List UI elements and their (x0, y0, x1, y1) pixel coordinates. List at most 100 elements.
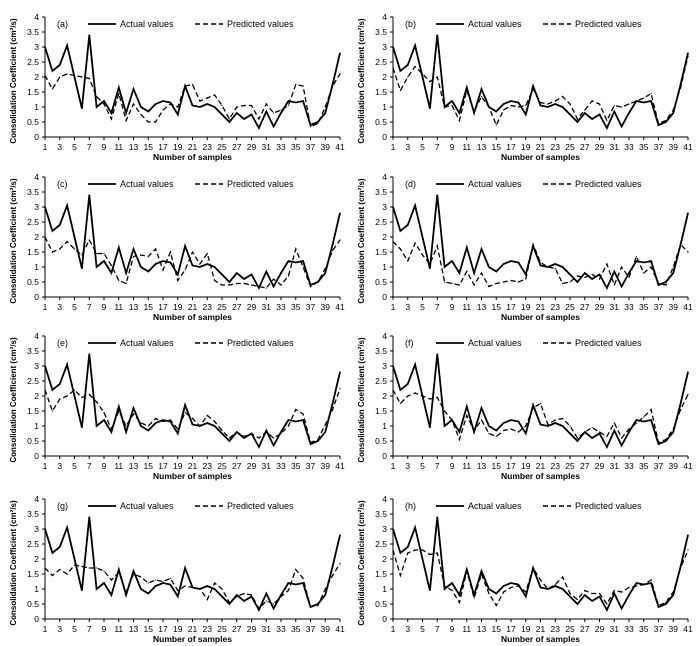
predicted-point (236, 431, 238, 433)
x-tick-label: 21 (536, 142, 546, 152)
actual-point (562, 106, 564, 108)
chart-panel: 00.511.522.533.541 3 5 7 9 11 13 15 17 19 21 23 25 27… (357, 494, 693, 644)
actual-values-line (392, 194, 689, 291)
actual-point (495, 592, 497, 595)
x-tick-label: 3 (405, 302, 410, 312)
x-tick-label: 7 (435, 624, 440, 634)
predicted-point (155, 579, 157, 581)
predicted-point (184, 411, 186, 414)
predicted-point (199, 588, 201, 590)
actual-point (332, 402, 334, 405)
actual-point (125, 272, 127, 274)
actual-point (591, 600, 593, 602)
actual-point (96, 266, 98, 268)
predicted-point (221, 588, 223, 590)
actual-point (687, 212, 689, 214)
x-tick-label: 13 (129, 624, 139, 634)
predicted-point (206, 598, 208, 601)
y-tick-label: 4 (382, 172, 387, 182)
actual-point (392, 46, 394, 48)
x-tick-label: 1 (391, 142, 396, 152)
x-tick-label: 11 (114, 302, 123, 312)
actual-point (569, 113, 571, 116)
y-tick-label: 3.5 (27, 187, 39, 197)
x-tick-label: 39 (321, 142, 331, 152)
predicted-point (517, 106, 519, 108)
x-tick-label: 29 (247, 461, 257, 471)
actual-point (243, 437, 245, 439)
actual-point (466, 405, 468, 408)
y-tick-label: 1 (382, 262, 387, 272)
y-axis-label: Consolidation Coefficient (cm²/s) (357, 18, 366, 144)
actual-point (407, 64, 409, 66)
predicted-point (458, 119, 460, 122)
y-tick-label: 2.5 (375, 217, 387, 227)
actual-values-line (44, 516, 341, 613)
actual-point (488, 425, 490, 427)
predicted-point (628, 428, 630, 430)
predicted-point (177, 106, 179, 108)
x-tick-label: 35 (639, 142, 649, 152)
actual-point (584, 594, 586, 596)
legend-label: Actual values (120, 179, 174, 189)
actual-point (132, 88, 135, 90)
actual-point (51, 389, 53, 391)
actual-point (532, 85, 534, 87)
x-tick-label: 3 (405, 142, 410, 152)
x-tick-label: 23 (203, 461, 213, 471)
predicted-point (258, 437, 260, 439)
y-tick-label: 0 (34, 132, 39, 142)
actual-point (606, 446, 608, 448)
x-tick-label: 17 (158, 142, 168, 152)
predicted-point (147, 425, 149, 427)
actual-point (103, 100, 105, 102)
actual-point (399, 552, 401, 554)
predicted-point (125, 591, 127, 593)
predicted-point (407, 552, 409, 554)
actual-point (503, 263, 505, 265)
x-tick-label: 15 (144, 142, 154, 152)
predicted-point (621, 106, 623, 108)
predicted-point (392, 389, 394, 391)
x-tick-label: 41 (335, 461, 345, 471)
predicted-point (96, 252, 98, 255)
actual-point (199, 266, 201, 268)
x-tick-label: 5 (72, 302, 77, 312)
x-tick-label: 21 (188, 302, 198, 312)
actual-point (539, 104, 542, 107)
predicted-point (591, 426, 593, 429)
actual-point (206, 103, 208, 105)
actual-point (628, 272, 630, 274)
predicted-point (584, 109, 586, 111)
actual-point (265, 110, 267, 113)
predicted-point (421, 395, 424, 397)
x-tick-label: 39 (669, 142, 679, 152)
actual-point (480, 407, 483, 409)
actual-point (228, 603, 230, 605)
predicted-point (562, 576, 564, 578)
actual-point (429, 107, 431, 110)
x-tick-label: 3 (57, 142, 62, 152)
actual-point (214, 106, 216, 108)
actual-point (236, 594, 238, 596)
x-tick-label: 31 (610, 624, 620, 634)
x-tick-label: 9 (102, 142, 107, 152)
actual-point (125, 112, 127, 114)
actual-point (59, 546, 61, 548)
predicted-point (458, 284, 460, 286)
x-tick-label: 1 (43, 302, 48, 312)
x-tick-label: 5 (72, 142, 77, 152)
actual-point (517, 101, 519, 104)
chart-panel: 00.511.522.533.541 3 5 7 9 11 13 15 17 19 21 23 25 27… (357, 12, 693, 162)
actual-point (287, 582, 289, 584)
y-tick-label: 2.5 (375, 376, 387, 386)
actual-point (96, 106, 98, 108)
predicted-point (317, 122, 319, 125)
x-axis-label: Number of samples (501, 152, 580, 162)
actual-point (436, 194, 438, 196)
actual-point (51, 70, 53, 72)
predicted-point (191, 417, 194, 420)
actual-point (576, 603, 578, 605)
predicted-point (525, 104, 527, 107)
